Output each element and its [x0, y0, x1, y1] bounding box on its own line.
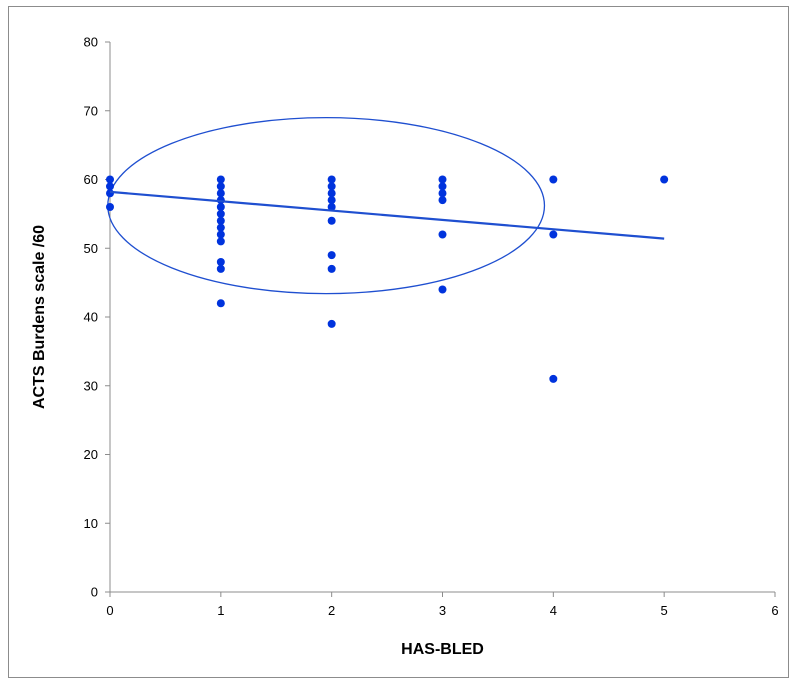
data-point	[216, 230, 225, 239]
x-tick-label: 1	[217, 603, 224, 618]
data-point	[327, 264, 336, 273]
data-point	[438, 196, 447, 205]
data-point	[549, 374, 558, 383]
data-point	[106, 175, 114, 184]
y-tick-label: 30	[84, 378, 98, 393]
x-axis-ticks: 0 1 2 3 4 5 6	[106, 592, 779, 618]
data-point	[216, 189, 225, 198]
x-axis-title: HAS-BLED	[401, 641, 484, 658]
y-axis-title: ACTS Burdens scale /60	[31, 225, 48, 409]
data-point	[438, 230, 447, 239]
data-point	[216, 299, 225, 308]
data-point	[216, 237, 225, 246]
data-point	[438, 189, 447, 198]
data-point	[327, 175, 336, 184]
data-point	[106, 189, 114, 198]
y-tick-label: 80	[84, 35, 98, 50]
data-point	[216, 209, 225, 218]
data-point	[216, 216, 225, 225]
data-point	[216, 264, 225, 273]
y-tick-label: 10	[84, 516, 98, 531]
data-point	[327, 251, 336, 260]
data-point	[327, 182, 336, 191]
x-tick-label: 6	[771, 603, 778, 618]
data-point	[549, 230, 558, 239]
chart-area	[8, 6, 789, 678]
data-point	[106, 203, 114, 211]
y-tick-label: 70	[84, 103, 98, 118]
data-points	[106, 175, 669, 383]
x-tick-label: 0	[106, 603, 113, 618]
data-point	[438, 285, 447, 294]
data-point	[660, 175, 669, 184]
data-point	[438, 175, 447, 184]
data-point	[327, 216, 336, 225]
data-point	[327, 319, 336, 328]
y-tick-label: 60	[84, 172, 98, 187]
data-point	[549, 175, 558, 184]
y-axis-ticks: 0 10 20 30 40 50 60 70 80	[84, 35, 110, 600]
y-tick-label: 40	[84, 310, 98, 325]
data-point	[216, 175, 225, 184]
trendline	[109, 190, 665, 240]
x-tick-label: 2	[328, 603, 335, 618]
data-point	[327, 189, 336, 198]
data-point	[216, 223, 225, 232]
data-point	[327, 203, 336, 211]
y-tick-label: 50	[84, 241, 98, 256]
x-tick-label: 3	[439, 603, 446, 618]
x-tick-label: 4	[550, 603, 557, 618]
x-tick-label: 5	[661, 603, 668, 618]
data-point	[216, 258, 225, 266]
data-point	[216, 203, 225, 211]
y-tick-label: 20	[84, 447, 98, 462]
y-tick-label: 0	[91, 585, 98, 600]
data-point	[216, 182, 225, 191]
data-point	[327, 196, 336, 205]
data-point	[106, 182, 114, 191]
data-point	[438, 182, 447, 191]
highlight-ellipse	[107, 116, 546, 295]
